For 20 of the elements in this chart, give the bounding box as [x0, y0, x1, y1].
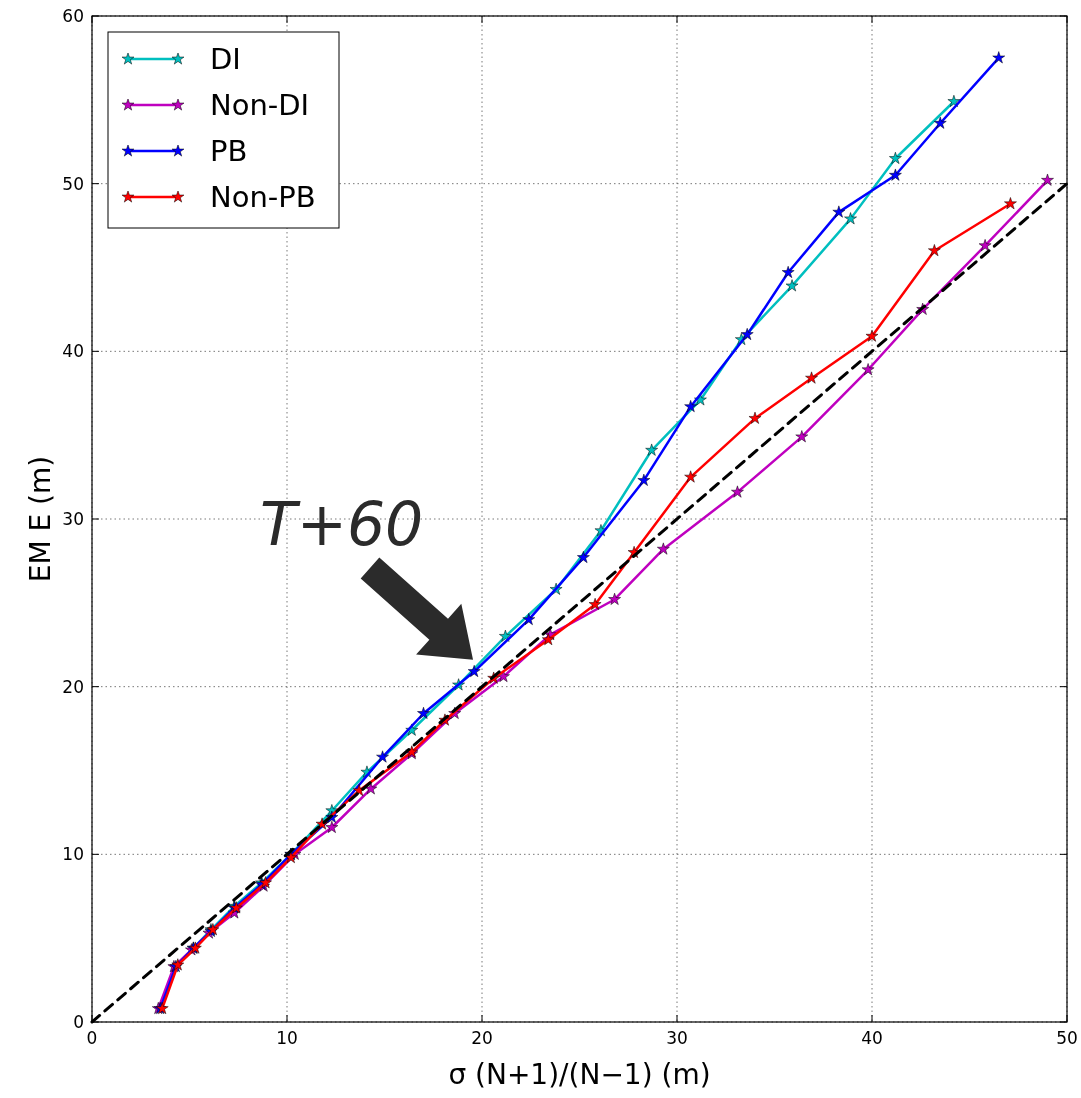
y-tick-label: 50: [62, 173, 84, 194]
y-tick-label: 60: [62, 5, 84, 26]
x-tick-label: 20: [471, 1028, 493, 1048]
legend-label: Non-DI: [210, 88, 310, 123]
x-tick-label: 10: [276, 1028, 298, 1048]
legend-label: Non-PB: [210, 180, 316, 215]
legend-label: DI: [210, 42, 241, 77]
y-tick-label: 0: [73, 1011, 84, 1032]
x-tick-label: 0: [86, 1028, 98, 1048]
x-axis-title: σ (N+1)/(N−1) (m): [448, 1058, 711, 1091]
x-tick-label: 50: [1056, 1028, 1078, 1048]
y-tick-label: 10: [62, 844, 84, 865]
y-tick-label: 30: [62, 508, 84, 529]
y-tick-label: 40: [62, 341, 84, 362]
legend-label: PB: [210, 134, 248, 169]
y-axis-title: EM E (m): [24, 455, 57, 583]
y-tick-label: 20: [62, 676, 84, 697]
x-tick-label: 40: [861, 1028, 883, 1048]
x-tick-label: 30: [666, 1028, 688, 1048]
annotation: T+60: [260, 489, 424, 559]
